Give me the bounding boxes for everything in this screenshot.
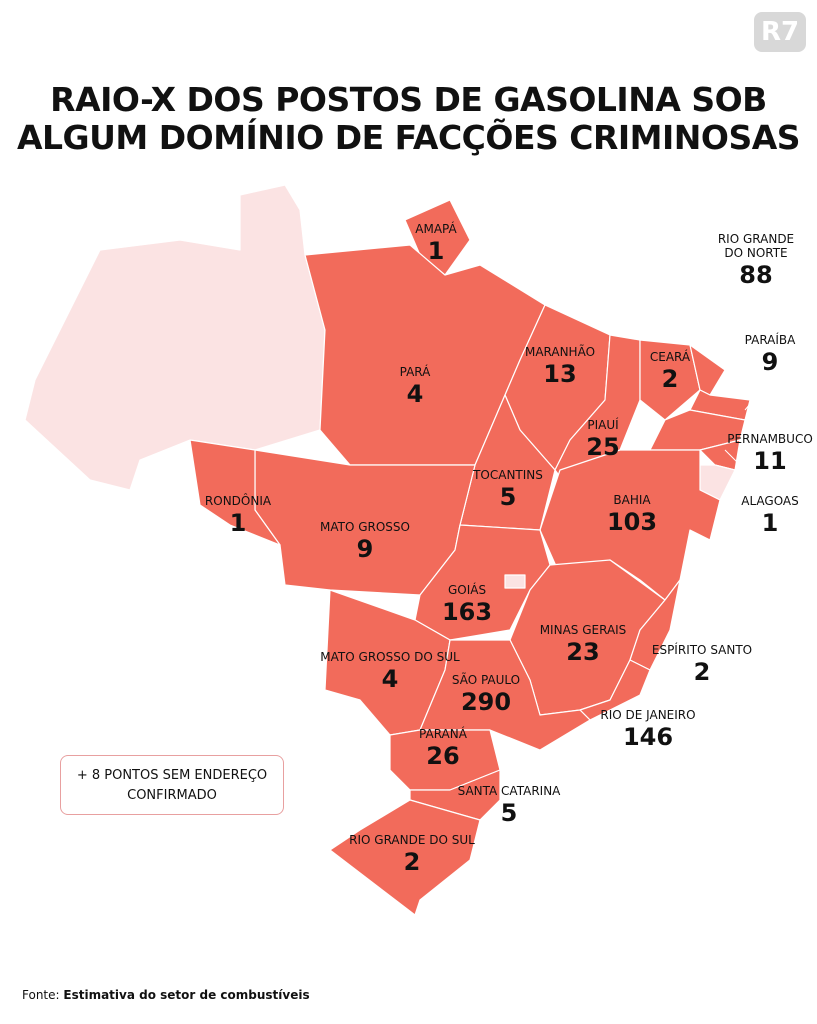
state-value: 163 — [441, 598, 493, 626]
state-label: AMAPÁ 1 — [415, 222, 456, 266]
state-name: SÃO PAULO — [451, 673, 521, 687]
state-value: 23 — [566, 638, 600, 666]
state-value: 1 — [427, 237, 445, 265]
state-name: ALAGOAS — [741, 494, 799, 508]
state-value: 13 — [543, 360, 577, 388]
state-name: RONDÔNIA — [204, 494, 272, 508]
state-name: RIO DE JANEIRO — [600, 708, 696, 722]
state-label: SÃO PAULO 290 — [452, 673, 520, 717]
region — [504, 574, 526, 589]
state-label: RIO DE JANEIRO 146 — [600, 708, 695, 752]
state-name: MATO GROSSO DO SUL — [320, 650, 460, 664]
logo: R7 — [754, 12, 806, 52]
state-name: MATO GROSSO — [320, 520, 410, 534]
state-label: MINAS GERAIS 23 — [540, 623, 627, 667]
state-value: 1 — [229, 509, 247, 537]
source: Fonte: Estimativa do setor de combustíve… — [22, 988, 310, 1002]
state-name: PERNAMBUCO — [727, 432, 813, 446]
state-value: 290 — [460, 688, 512, 716]
state-name: PARANÁ — [419, 727, 467, 741]
region — [419, 639, 591, 751]
state-name: MARANHÃO — [524, 345, 596, 359]
state-value: 25 — [586, 433, 620, 461]
state-label: PARAÍBA 9 — [745, 333, 796, 377]
title-line: RAIO-X DOS POSTOS DE GASOLINA SOB — [50, 80, 767, 119]
state-value: 146 — [622, 723, 674, 751]
state-label: ESPÍRITO SANTO 2 — [652, 643, 752, 687]
state-value: 88 — [739, 261, 773, 289]
title-line: ALGUM DOMÍNIO DE FACÇÕES CRIMINOSAS — [16, 118, 801, 157]
state-name: ESPÍRITO SANTO — [651, 643, 753, 657]
state-value: 2 — [693, 658, 711, 686]
state-name: PIAUÍ — [587, 418, 619, 432]
state-value: 2 — [661, 365, 679, 393]
state-value: 5 — [500, 799, 518, 827]
region — [329, 799, 481, 916]
region — [639, 339, 701, 421]
state-value: 4 — [406, 380, 424, 408]
state-label: BAHIA 103 — [607, 493, 657, 537]
state-value: 1 — [761, 509, 779, 537]
leader — [744, 379, 771, 411]
region — [189, 439, 281, 546]
state-name: AMAPÁ — [415, 222, 457, 236]
state-name: MINAS GERAIS — [539, 623, 627, 637]
state-label: TOCANTINS 5 — [473, 468, 543, 512]
state-value: 4 — [381, 665, 399, 693]
source-text: Estimativa do setor de combustíveis — [63, 988, 310, 1002]
state-label: RIO GRANDE DO SUL 2 — [349, 833, 475, 877]
state-name: PARÁ — [399, 365, 431, 379]
state-label: PERNAMBUCO 11 — [727, 432, 813, 476]
state-label: ALAGOAS 1 — [741, 494, 799, 538]
state-label: RIO GRANDE DO NORTE 88 — [711, 232, 801, 290]
state-name: PARAÍBA — [744, 333, 796, 347]
region — [414, 524, 551, 641]
region — [24, 184, 326, 491]
state-name: RIO GRANDE DO NORTE — [717, 232, 795, 260]
state-value: 26 — [426, 742, 460, 770]
source-label: Fonte: — [22, 988, 60, 1002]
state-name: GOIÁS — [447, 583, 487, 597]
state-name: BAHIA — [613, 493, 651, 507]
note: + 8 PONTOS SEM ENDEREÇO CONFIRMADO — [60, 755, 284, 815]
state-value: 9 — [356, 535, 374, 563]
state-label: PARÁ 4 — [400, 365, 431, 409]
state-value: 5 — [499, 483, 517, 511]
state-label: CEARÁ 2 — [650, 350, 690, 394]
state-label: PARANÁ 26 — [419, 727, 467, 771]
state-value: 9 — [761, 348, 779, 376]
state-name: SANTA CATARINA — [457, 784, 561, 798]
state-value: 103 — [606, 508, 658, 536]
state-label: MARANHÃO 13 — [525, 345, 595, 389]
state-label: GOIÁS 163 — [442, 583, 492, 627]
state-name: TOCANTINS — [473, 468, 543, 482]
state-label: PIAUÍ 25 — [586, 418, 619, 462]
state-label: SANTA CATARINA 5 — [458, 784, 561, 828]
state-name: CEARÁ — [649, 350, 691, 364]
state-value: 2 — [403, 848, 421, 876]
state-label: MATO GROSSO 9 — [320, 520, 410, 564]
state-label: RONDÔNIA 1 — [205, 494, 271, 538]
leader — [724, 449, 746, 471]
state-name: RIO GRANDE DO SUL — [349, 833, 475, 847]
region — [404, 199, 471, 276]
state-label: MATO GROSSO DO SUL 4 — [320, 650, 459, 694]
state-value: 11 — [753, 447, 787, 475]
